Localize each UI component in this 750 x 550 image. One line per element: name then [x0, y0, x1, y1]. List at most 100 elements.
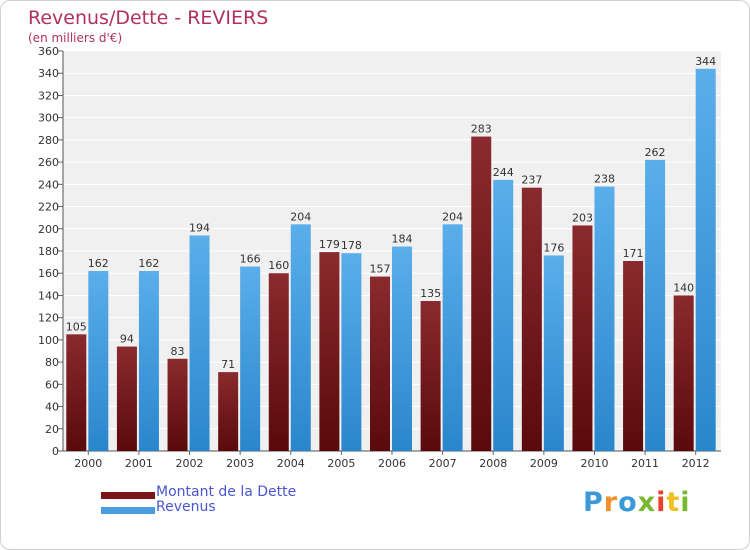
y-tick-label: 0 [52, 445, 59, 458]
data-label: 178 [341, 239, 362, 252]
data-label: 262 [645, 146, 666, 159]
data-label: 157 [370, 263, 391, 276]
bar-revenus [493, 179, 514, 451]
x-tick-label: 2003 [226, 457, 254, 470]
data-label: 162 [88, 257, 109, 270]
data-label: 83 [171, 345, 185, 358]
logo-letter: o [618, 487, 638, 518]
data-label: 140 [673, 281, 694, 294]
data-label: 184 [392, 233, 413, 246]
y-tick-label: 360 [38, 45, 59, 58]
data-label: 171 [623, 247, 644, 260]
y-tick-label: 20 [45, 423, 59, 436]
chart-subtitle: (en milliers d'€) [28, 31, 123, 45]
bar-dette [623, 261, 644, 451]
bar-revenus [442, 224, 463, 451]
data-label: 94 [120, 333, 134, 346]
y-tick-label: 260 [38, 156, 59, 169]
bar-dette [673, 295, 694, 451]
bar-revenus [290, 224, 311, 451]
chart-title: Revenus/Dette - REVIERS [28, 7, 269, 29]
x-tick-label: 2000 [74, 457, 102, 470]
y-tick-label: 200 [38, 223, 59, 236]
bar-revenus [543, 255, 564, 451]
logo-letter: i [656, 487, 667, 518]
bar-revenus [138, 271, 159, 451]
data-label: 166 [240, 253, 261, 266]
bar-revenus [88, 271, 109, 451]
bar-dette [471, 136, 492, 452]
x-tick-label: 2010 [580, 457, 608, 470]
bar-dette [167, 358, 188, 451]
y-tick-label: 340 [38, 67, 59, 80]
bar-dette [116, 346, 137, 451]
bar-revenus [240, 266, 261, 451]
x-tick-label: 2008 [479, 457, 507, 470]
x-tick-label: 2007 [429, 457, 457, 470]
bar-dette [420, 301, 441, 451]
data-label: 238 [594, 173, 615, 186]
data-label: 162 [138, 257, 159, 270]
logo-letter: r [603, 487, 619, 518]
x-tick-label: 2004 [277, 457, 305, 470]
data-label: 283 [471, 123, 492, 136]
data-label: 244 [493, 166, 514, 179]
logo-letter: P [583, 487, 604, 518]
data-label: 194 [189, 221, 210, 234]
y-tick-label: 300 [38, 112, 59, 125]
proxiti-logo: Proxiti [583, 487, 691, 518]
bar-revenus [392, 246, 412, 451]
x-tick-label: 2002 [176, 457, 204, 470]
legend: Montant de la Dette Revenus [101, 484, 361, 527]
data-label: 71 [221, 358, 235, 371]
legend-label-dette: Montant de la Dette [156, 484, 297, 500]
data-label: 135 [420, 287, 441, 300]
y-tick-label: 180 [38, 245, 59, 258]
y-tick-label: 240 [38, 178, 59, 191]
x-tick-label: 2012 [682, 457, 710, 470]
bar-revenus [695, 68, 716, 452]
data-label: 344 [695, 55, 716, 68]
data-label: 179 [319, 238, 340, 251]
data-label: 237 [521, 174, 542, 187]
y-tick-label: 80 [45, 356, 59, 369]
bar-revenus [645, 159, 666, 451]
data-label: 160 [268, 259, 289, 272]
data-label: 204 [442, 210, 463, 223]
y-tick-label: 40 [45, 401, 59, 414]
bar-dette [370, 276, 390, 451]
bar-dette [218, 372, 239, 451]
legend-swatch-dette [101, 492, 155, 499]
logo-letter: x [637, 487, 657, 518]
legend-label-revenus: Revenus [156, 499, 216, 515]
y-tick-label: 160 [38, 267, 59, 280]
x-tick-label: 2009 [530, 457, 558, 470]
y-tick-label: 60 [45, 378, 59, 391]
data-label: 204 [290, 210, 311, 223]
x-tick-label: 2006 [378, 457, 406, 470]
bar-dette [572, 225, 593, 451]
bar-dette [521, 187, 542, 451]
y-tick-label: 140 [38, 289, 59, 302]
y-tick-label: 320 [38, 89, 59, 102]
x-tick-label: 2005 [327, 457, 355, 470]
y-tick-label: 100 [38, 334, 59, 347]
logo-letter: t [666, 487, 681, 518]
bar-dette [319, 252, 340, 451]
y-tick-label: 220 [38, 201, 59, 214]
bar-revenus [341, 253, 362, 451]
bar-revenus [594, 186, 615, 452]
y-tick-label: 280 [38, 134, 59, 147]
data-label: 105 [66, 320, 87, 333]
data-label: 176 [543, 241, 564, 254]
data-label: 203 [572, 211, 593, 224]
logo-letter: i [680, 487, 691, 518]
bar-dette [268, 273, 289, 451]
x-tick-label: 2001 [125, 457, 153, 470]
legend-swatch-revenus [101, 507, 155, 514]
bar-revenus [189, 235, 210, 451]
bar-dette [66, 334, 87, 451]
y-tick-label: 120 [38, 312, 59, 325]
